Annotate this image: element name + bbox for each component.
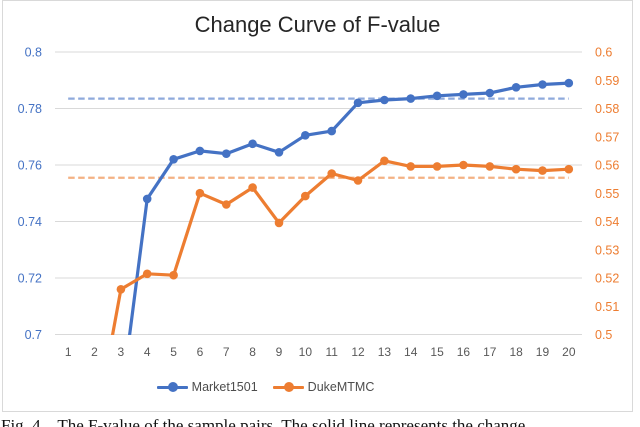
- x-axis-tick: 3: [118, 345, 125, 359]
- x-axis-tick: 11: [325, 345, 338, 359]
- right-axis-tick: 0.53: [595, 243, 619, 257]
- x-axis-tick: 14: [404, 345, 418, 359]
- line-marker-icon: [272, 382, 304, 392]
- x-axis-tick: 8: [249, 345, 256, 359]
- data-point-dukemtmc: [248, 183, 257, 192]
- data-point-market1501: [380, 95, 389, 105]
- x-axis-tick: 16: [457, 345, 471, 359]
- x-axis-tick: 15: [430, 345, 444, 359]
- right-axis-tick: 0.5: [595, 328, 612, 342]
- legend-item-market1501: Market1501: [156, 380, 258, 394]
- chart-legend: Market1501 DukeMTMC: [0, 380, 580, 394]
- data-point-market1501: [248, 139, 257, 149]
- x-axis-tick: 13: [378, 345, 392, 359]
- right-axis-tick: 0.51: [595, 300, 619, 314]
- left-axis-tick: 0.8: [25, 46, 42, 60]
- data-point-dukemtmc: [406, 162, 416, 171]
- legend-label: Market1501: [191, 380, 258, 394]
- x-axis-tick: 7: [223, 345, 230, 359]
- line-chart: 0.80.780.760.740.720.70.60.590.580.570.5…: [18, 46, 620, 407]
- x-axis-tick: 4: [144, 345, 151, 359]
- right-axis-tick: 0.56: [595, 159, 619, 173]
- right-axis-tick: 0.58: [595, 102, 619, 116]
- left-axis-tick: 0.76: [18, 159, 42, 173]
- x-axis-tick: 20: [562, 345, 576, 359]
- data-point-dukemtmc: [169, 270, 178, 280]
- x-axis-tick: 5: [170, 345, 177, 359]
- data-point-market1501: [117, 398, 126, 407]
- data-point-dukemtmc: [222, 200, 231, 209]
- right-axis-tick: 0.54: [595, 215, 619, 229]
- data-point-market1501: [511, 83, 521, 92]
- figure-caption: Fig. 4. The F-value of the sample pairs.…: [1, 416, 526, 427]
- left-axis-tick: 0.78: [18, 102, 42, 116]
- x-axis-tick: 19: [536, 345, 550, 359]
- x-axis-tick: 17: [483, 345, 497, 359]
- data-point-dukemtmc: [432, 162, 442, 171]
- data-point-market1501: [142, 194, 152, 204]
- data-point-market1501: [222, 149, 231, 158]
- data-point-market1501: [432, 91, 442, 101]
- data-point-dukemtmc: [116, 285, 126, 294]
- legend-item-dukemtmc: DukeMTMC: [272, 380, 375, 394]
- data-point-dukemtmc: [274, 218, 284, 228]
- data-point-market1501: [353, 98, 363, 108]
- x-axis-tick: 12: [351, 345, 365, 359]
- right-axis-tick: 0.59: [595, 74, 619, 88]
- series-group: [110, 78, 574, 407]
- data-point-dukemtmc: [564, 164, 574, 174]
- data-point-dukemtmc: [511, 164, 521, 174]
- right-axis-tick: 0.57: [595, 130, 619, 144]
- left-axis-tick: 0.72: [18, 272, 42, 286]
- x-axis-tick: 18: [509, 345, 523, 359]
- x-axis-tick: 6: [197, 345, 204, 359]
- right-axis-tick: 0.6: [595, 46, 612, 60]
- data-point-market1501: [169, 155, 178, 164]
- x-axis-tick: 10: [299, 345, 313, 359]
- data-point-market1501: [327, 126, 337, 136]
- axis-labels: 0.80.780.760.740.720.70.60.590.580.570.5…: [18, 46, 620, 360]
- data-point-dukemtmc: [380, 156, 389, 166]
- right-axis-tick: 0.52: [595, 272, 619, 286]
- series-line-dukemtmc: [110, 159, 571, 335]
- data-point-dukemtmc: [485, 162, 495, 171]
- data-point-dukemtmc: [327, 169, 337, 178]
- chart-title: Change Curve of F-value: [194, 12, 441, 37]
- x-axis-tick: 2: [91, 345, 98, 359]
- series-line-market1501: [127, 81, 571, 335]
- data-point-market1501: [538, 80, 547, 89]
- x-axis-tick: 1: [65, 345, 72, 359]
- data-point-market1501: [406, 94, 416, 103]
- chart-frame: Change Curve of F-value 0.8 0.78 0.76 0.74 0…: [2, 0, 633, 412]
- line-marker-icon: [156, 382, 188, 392]
- data-point-market1501: [485, 88, 495, 98]
- left-axis-tick: 0.74: [18, 215, 42, 229]
- data-point-market1501: [274, 148, 284, 157]
- data-point-market1501: [195, 146, 205, 156]
- left-axis-tick: 0.7: [25, 328, 42, 342]
- data-point-dukemtmc: [195, 188, 205, 198]
- data-point-market1501: [564, 78, 574, 88]
- legend-label: DukeMTMC: [307, 380, 375, 394]
- x-axis-tick: 9: [276, 345, 283, 359]
- right-axis-tick: 0.55: [595, 187, 619, 201]
- data-point-market1501: [459, 90, 468, 99]
- data-point-dukemtmc: [538, 166, 547, 175]
- data-point-dukemtmc: [301, 191, 310, 201]
- data-point-market1501: [301, 131, 310, 140]
- data-point-dukemtmc: [353, 176, 363, 185]
- data-point-dukemtmc: [459, 160, 468, 170]
- data-point-dukemtmc: [142, 269, 152, 279]
